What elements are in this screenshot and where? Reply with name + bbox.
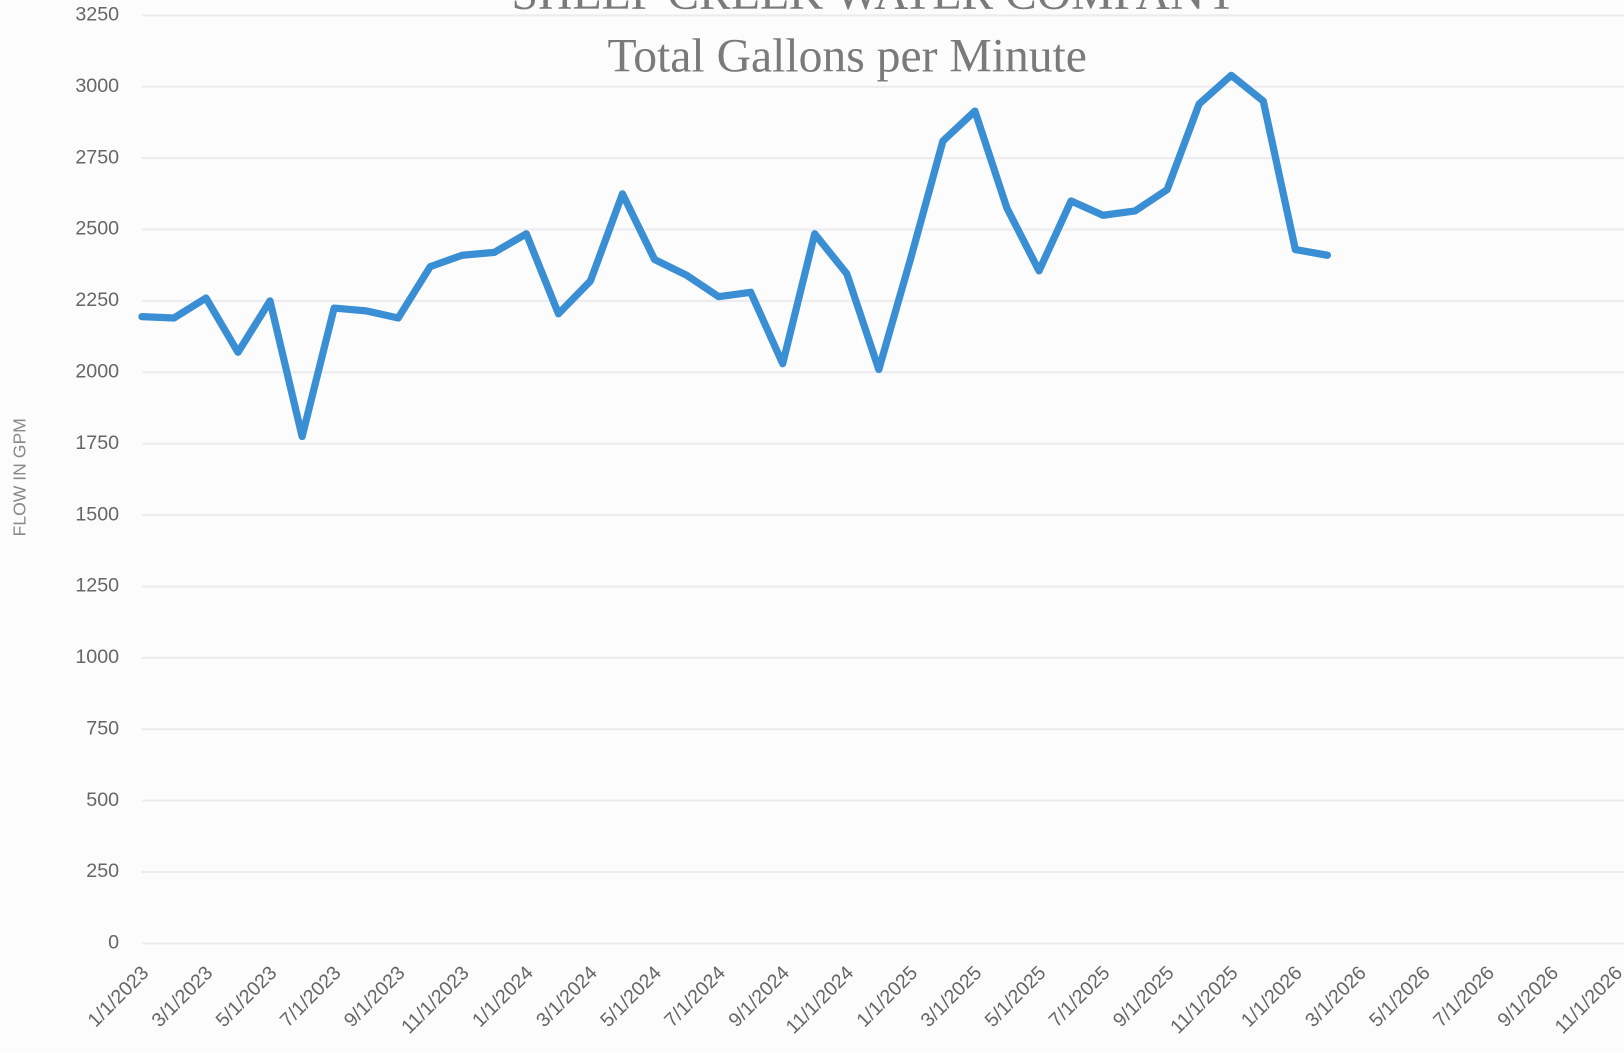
y-axis-label: FLOW IN GPM xyxy=(9,418,29,536)
y-tick-label: 1750 xyxy=(75,432,119,454)
y-tick-label: 1250 xyxy=(75,575,119,597)
chart-title: SHEEP CREEK WATER COMPANY xyxy=(512,0,1239,20)
y-tick-label: 500 xyxy=(86,789,119,811)
y-tick-label: 0 xyxy=(108,932,119,954)
y-tick-label: 1000 xyxy=(75,646,119,668)
y-tick-label: 2250 xyxy=(75,289,119,311)
y-tick-label: 250 xyxy=(86,860,119,882)
y-tick-label: 2500 xyxy=(75,218,119,240)
data-line xyxy=(138,71,1331,441)
y-tick-label: 3250 xyxy=(75,4,119,26)
y-tick-label: 2000 xyxy=(75,361,119,383)
y-tick-label: 750 xyxy=(86,717,119,739)
chart-subtitle: Total Gallons per Minute xyxy=(607,30,1086,82)
y-tick-label: 3000 xyxy=(75,75,119,97)
y-tick-label: 2750 xyxy=(75,146,119,168)
y-tick-label: 1500 xyxy=(75,503,119,525)
